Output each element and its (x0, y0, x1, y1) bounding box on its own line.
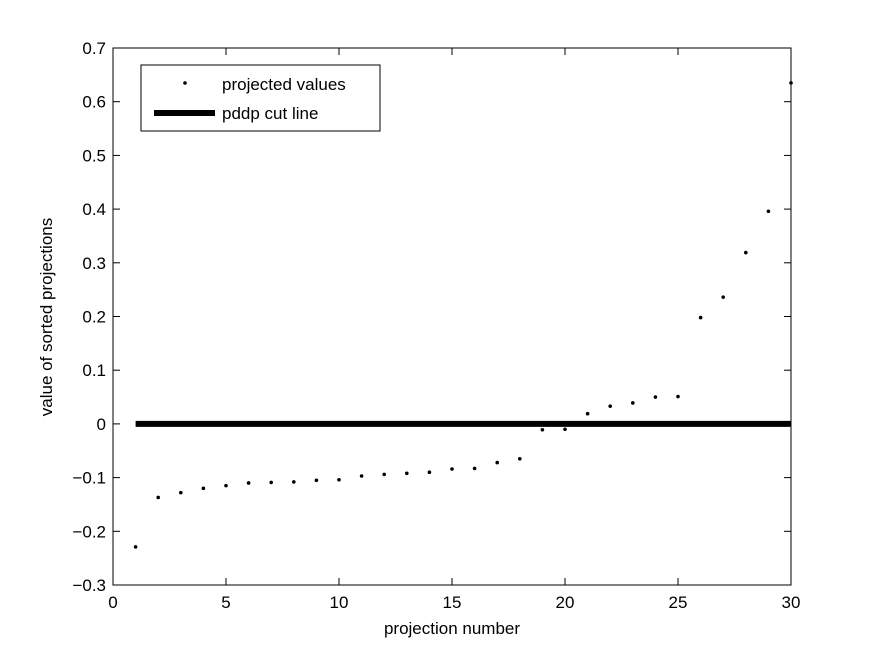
y-axis-label: value of sorted projections (37, 218, 56, 416)
data-point (201, 486, 206, 491)
x-axis-label: projection number (384, 619, 520, 638)
data-point (495, 460, 500, 465)
x-tick-label: 30 (782, 593, 801, 612)
data-point (359, 474, 364, 478)
x-tick-label: 10 (330, 593, 349, 612)
data-point (563, 427, 567, 432)
data-point (789, 81, 793, 85)
y-tick-label: 0.2 (82, 308, 106, 327)
plot-area: 0 5 10 15 20 25 30 −0.3 −0.2 −0.1 0 0.1 0.2 0.3 0.4 0.5… (72, 39, 800, 612)
data-point (540, 428, 545, 432)
data-point (405, 471, 409, 476)
y-tick-label: 0.7 (82, 39, 106, 58)
legend-box (140, 64, 381, 132)
data-point (698, 315, 703, 320)
legend-label-pddp-cut-line: pddp cut line (222, 104, 318, 123)
x-tick-label: 25 (669, 593, 688, 612)
data-point (450, 467, 454, 471)
legend-marker-projected-values (183, 81, 187, 85)
data-point (269, 480, 274, 485)
data-point (224, 483, 228, 488)
data-point (179, 490, 183, 495)
data-point (472, 466, 477, 471)
y-tick-label: −0.3 (72, 576, 106, 595)
y-tick-label: −0.2 (72, 522, 106, 541)
y-tick-label: 0.6 (82, 93, 106, 112)
data-point (721, 295, 725, 299)
x-tick-label: 0 (108, 593, 117, 612)
data-point (585, 411, 590, 416)
data-point (427, 470, 432, 475)
y-tick-label: 0.1 (82, 361, 106, 380)
y-tick-label: −0.1 (72, 469, 106, 488)
series-layer (133, 81, 793, 549)
x-tick-label: 5 (221, 593, 230, 612)
data-point (246, 481, 251, 485)
y-tick-label: 0 (97, 415, 106, 434)
legend-label-projected-values: projected values (222, 75, 346, 94)
y-tick-label: 0.5 (82, 146, 106, 165)
x-tick-label: 20 (556, 593, 575, 612)
data-point (676, 394, 680, 399)
tick-labels: 0 5 10 15 20 25 30 −0.3 −0.2 −0.1 0 0.1 0.2 0.3 0.4 0.5… (72, 39, 800, 612)
legend: projected values pddp cut line (140, 64, 381, 132)
data-point (744, 250, 748, 255)
data-point (337, 477, 341, 482)
y-tick-label: 0.3 (82, 254, 106, 273)
data-point (653, 395, 658, 399)
data-point (156, 495, 160, 500)
y-tick-label: 0.4 (82, 200, 106, 219)
data-point (292, 480, 296, 484)
data-point (133, 545, 138, 549)
data-point (314, 478, 319, 483)
data-point (382, 472, 387, 477)
data-point (518, 457, 522, 461)
x-tick-label: 15 (443, 593, 462, 612)
data-point (766, 209, 771, 214)
data-point (608, 404, 612, 408)
data-point (631, 401, 635, 405)
